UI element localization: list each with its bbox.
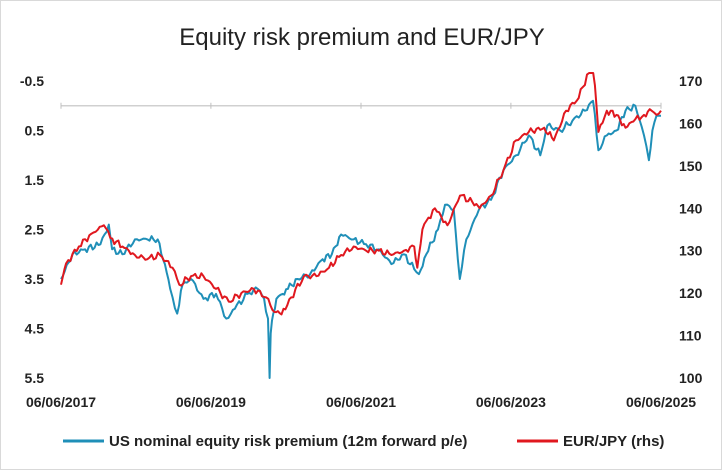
series-line-erp bbox=[60, 99, 662, 379]
x-tick-label: 06/06/2021 bbox=[326, 394, 396, 410]
y-right-tick-label: 100 bbox=[679, 370, 703, 386]
y-left-tick-label: 1.5 bbox=[25, 172, 45, 188]
y-right-tick-label: 130 bbox=[679, 243, 703, 259]
series-line-eurjpy bbox=[60, 72, 662, 316]
x-tick-label: 06/06/2023 bbox=[476, 394, 546, 410]
x-tick-label: 06/06/2025 bbox=[626, 394, 696, 410]
y-left-tick-label: 4.5 bbox=[25, 321, 45, 337]
chart-title: Equity risk premium and EUR/JPY bbox=[179, 24, 544, 51]
y-left-tick-label: 0.5 bbox=[25, 123, 45, 139]
y-right-tick-label: 120 bbox=[679, 285, 703, 301]
y-right-tick-label: 150 bbox=[679, 158, 703, 174]
y-right-tick-label: 170 bbox=[679, 73, 703, 89]
y-right-tick-label: 160 bbox=[679, 115, 703, 131]
y-left-tick-label: 3.5 bbox=[25, 271, 45, 287]
legend: US nominal equity risk premium (12m forw… bbox=[63, 433, 664, 450]
legend-label-eurjpy: EUR/JPY (rhs) bbox=[563, 433, 664, 450]
x-tick-label: 06/06/2017 bbox=[26, 394, 96, 410]
x-tick-label: 06/06/2019 bbox=[176, 394, 246, 410]
legend-label-erp: US nominal equity risk premium (12m forw… bbox=[109, 433, 467, 450]
y-right-tick-label: 110 bbox=[679, 328, 702, 344]
y-left-tick-label: -0.5 bbox=[20, 73, 44, 89]
y-left-tick-label: 5.5 bbox=[25, 370, 45, 386]
y-left-tick-label: 2.5 bbox=[25, 222, 45, 238]
y-right-tick-label: 140 bbox=[679, 200, 703, 216]
